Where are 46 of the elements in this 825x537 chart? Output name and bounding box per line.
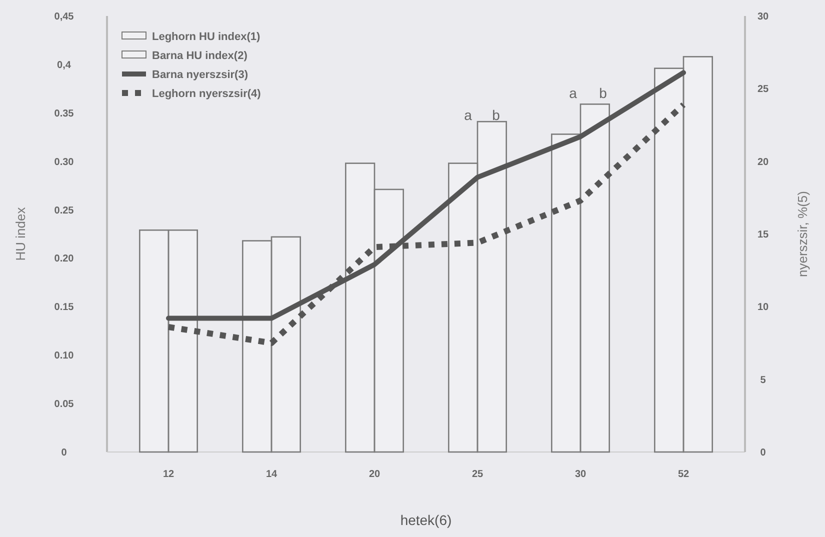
bar [374,188,404,453]
x-tick-label: 14 [266,469,278,480]
bar [139,229,170,453]
bar [551,134,582,453]
y-tick-label: 0 [61,448,68,458]
x-tick-label: 25 [472,469,484,480]
y-tick-label: 0,45 [54,12,74,22]
annotation: b [492,107,500,123]
y-tick-label: 0.20 [54,254,74,265]
bar [682,56,713,453]
x-tick-label: 30 [574,469,586,480]
legend-label: Barna HU index(2) [152,50,248,62]
y-tick-label: 0,4 [57,60,72,71]
legend-label: Leghorn HU index(1) [152,30,261,43]
x-axis-title: hetek(6) [400,512,452,528]
y2-tick-label: 25 [757,84,769,96]
annotation: a [464,107,472,123]
y-tick-label: 0.30 [54,156,74,168]
y-axis-title: HU index [13,206,28,261]
bar [242,240,272,453]
legend-label: Barna nyerszsir(3) [152,68,248,81]
bar [448,162,478,453]
bar [168,229,198,453]
y2-tick-label: 0 [760,448,766,458]
annotation: b [599,85,608,101]
legend-label: Leghorn nyerszsir(4) [152,88,262,100]
y2-tick-label: 20 [757,156,769,168]
x-tick-label: 20 [368,469,380,480]
bar [580,104,610,453]
y-tick-label: 0.15 [54,302,74,314]
bar [345,162,376,453]
annotation: a [569,85,578,101]
bar [270,236,301,453]
x-tick-label: 12 [162,469,174,480]
x-tick-label: 52 [678,469,690,480]
y-tick-label: 0.25 [54,205,74,216]
y2-tick-label: 30 [757,12,769,22]
y2-axis-title: nyerszsir, %(5) [795,191,810,277]
bar [654,68,684,453]
y2-tick-label: 15 [757,230,769,240]
y2-tick-label: 10 [757,302,769,314]
y2-tick-label: 5 [760,374,766,386]
y-tick-label: 0.10 [54,350,74,362]
y-tick-label: 0.35 [54,108,74,120]
bar [476,120,507,453]
y-tick-label: 0.05 [54,399,74,410]
